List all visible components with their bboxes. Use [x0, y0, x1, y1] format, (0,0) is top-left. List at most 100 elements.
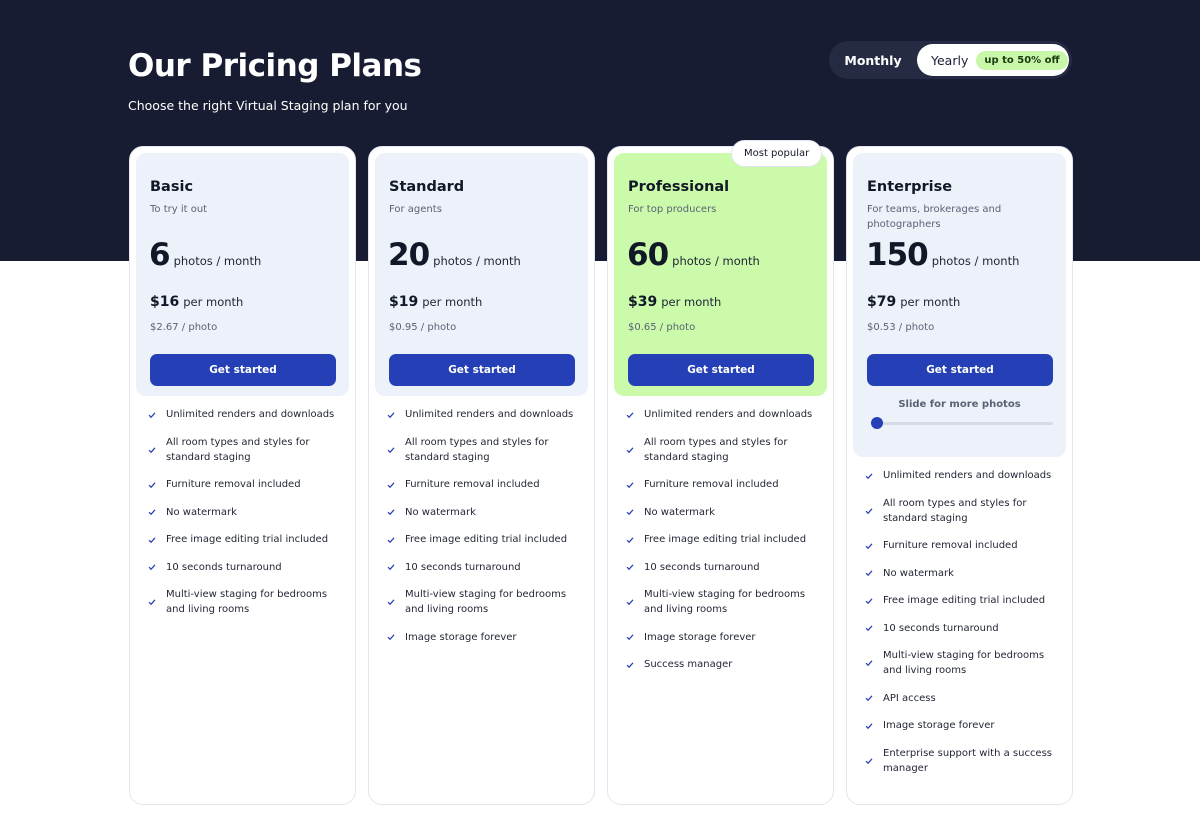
feature-text: Free image editing trial included [405, 534, 568, 545]
plan-summary: Basic To try it out 6 photos / month $16… [136, 153, 349, 396]
feature-text: Furniture removal included [166, 479, 301, 490]
price-per-photo: $0.65 / photo [628, 322, 696, 333]
check-icon [865, 507, 873, 514]
check-icon [387, 411, 395, 418]
price: $16 [150, 294, 180, 310]
check-icon [626, 509, 634, 516]
check-icon [865, 597, 873, 604]
check-icon [148, 509, 156, 516]
page-title: Our Pricing Plans [128, 48, 422, 84]
feature-text: Multi-view staging for bedrooms and livi… [166, 589, 328, 615]
plan-description: For teams, brokerages and photographers [867, 204, 1002, 230]
photos-unit: photos / month [931, 254, 1020, 268]
feature-item: Free image editing trial included [148, 532, 344, 547]
price-period: per month [661, 295, 722, 309]
feature-text: Enterprise support with a success manage… [883, 747, 1053, 774]
plan-name: Basic [150, 179, 194, 195]
get-started-button[interactable]: Get started [867, 354, 1053, 386]
photos-unit: photos / month [672, 254, 760, 268]
price-per-photo: $2.67 / photo [150, 322, 218, 333]
price-row: $16 per month [150, 294, 243, 310]
slider-thumb[interactable] [871, 417, 883, 429]
photos-per-month: 60 photos / month [627, 237, 760, 273]
feature-item: All room types and styles for standard s… [387, 435, 583, 465]
most-popular-badge: Most popular [731, 140, 823, 167]
check-icon [865, 625, 873, 632]
feature-text: All room types and styles for standard s… [883, 497, 1027, 524]
feature-text: Free image editing trial included [166, 534, 329, 545]
plan-description: To try it out [150, 204, 208, 215]
check-icon [865, 660, 873, 667]
price-row: $79 per month [867, 294, 960, 310]
feature-item: Furniture removal included [626, 477, 822, 492]
feature-text: Multi-view staging for bedrooms and livi… [405, 589, 567, 615]
check-icon [626, 481, 634, 488]
get-started-button[interactable]: Get started [150, 354, 336, 386]
discount-badge: up to 50% off [976, 50, 1068, 70]
feature-item: Enterprise support with a success manage… [865, 746, 1061, 776]
photos-per-month: 150 photos / month [866, 237, 1019, 273]
plan-summary: Standard For agents 20 photos / month $1… [375, 153, 588, 396]
feature-list: Unlimited renders and downloads All room … [148, 407, 344, 630]
feature-text: Image storage forever [883, 720, 995, 731]
feature-item: No watermark [387, 505, 583, 520]
price-period: per month [900, 295, 961, 309]
feature-item: Multi-view staging for bedrooms and livi… [865, 648, 1061, 678]
feature-text: 10 seconds turnaround [644, 561, 760, 573]
check-icon [387, 564, 395, 571]
check-icon [865, 542, 873, 549]
feature-text: No watermark [405, 506, 476, 518]
check-icon [387, 599, 395, 606]
toggle-yearly[interactable]: Yearly up to 50% off [917, 44, 1069, 76]
plan-name: Professional [628, 179, 730, 195]
photos-count: 150 [866, 237, 929, 273]
check-icon [865, 570, 873, 577]
check-icon [148, 481, 156, 488]
feature-item: Unlimited renders and downloads [148, 407, 344, 422]
feature-item: Image storage forever [865, 718, 1061, 733]
get-started-button[interactable]: Get started [389, 354, 575, 386]
feature-item: Image storage forever [387, 630, 583, 645]
feature-text: Unlimited renders and downloads [166, 409, 335, 420]
feature-item: Free image editing trial included [865, 593, 1061, 608]
check-icon [865, 722, 873, 729]
check-icon [148, 599, 156, 606]
get-started-button[interactable]: Get started [628, 354, 814, 386]
check-icon [626, 661, 634, 668]
plan-description: For agents [389, 204, 442, 215]
feature-item: No watermark [865, 566, 1061, 581]
feature-item: Unlimited renders and downloads [626, 407, 822, 422]
feature-text: Image storage forever [405, 631, 517, 643]
photos-per-month: 20 photos / month [388, 237, 521, 273]
check-icon [148, 411, 156, 418]
feature-item: Success manager [626, 657, 822, 672]
plan-name: Standard [389, 179, 465, 195]
feature-text: Unlimited renders and downloads [405, 409, 574, 420]
photos-slider[interactable] [871, 417, 1053, 429]
feature-item: Furniture removal included [148, 477, 344, 492]
feature-text: 10 seconds turnaround [883, 622, 999, 634]
feature-text: All room types and styles for standard s… [166, 436, 310, 463]
feature-list: Unlimited renders and downloads All room … [626, 407, 822, 685]
check-icon [626, 411, 634, 418]
photos-per-month: 6 photos / month [149, 237, 261, 273]
feature-text: Unlimited renders and downloads [883, 470, 1052, 481]
photos-count: 60 [627, 237, 669, 273]
photos-count: 6 [149, 237, 171, 273]
check-icon [626, 599, 634, 606]
feature-item: Unlimited renders and downloads [387, 407, 583, 422]
feature-text: Success manager [644, 659, 733, 670]
feature-text: Unlimited renders and downloads [644, 409, 813, 420]
photos-unit: photos / month [433, 254, 521, 268]
feature-item: API access [865, 691, 1061, 706]
feature-text: Multi-view staging for bedrooms and livi… [883, 650, 1045, 676]
check-icon [148, 564, 156, 571]
feature-text: No watermark [644, 506, 715, 518]
check-icon [387, 634, 395, 641]
feature-item: 10 seconds turnaround [148, 560, 344, 575]
billing-toggle[interactable]: Monthly Yearly up to 50% off [829, 41, 1072, 79]
feature-item: Free image editing trial included [626, 532, 822, 547]
price-row: $19 per month [389, 294, 482, 310]
toggle-monthly[interactable]: Monthly [844, 52, 902, 68]
feature-list: Unlimited renders and downloads All room … [865, 468, 1061, 788]
